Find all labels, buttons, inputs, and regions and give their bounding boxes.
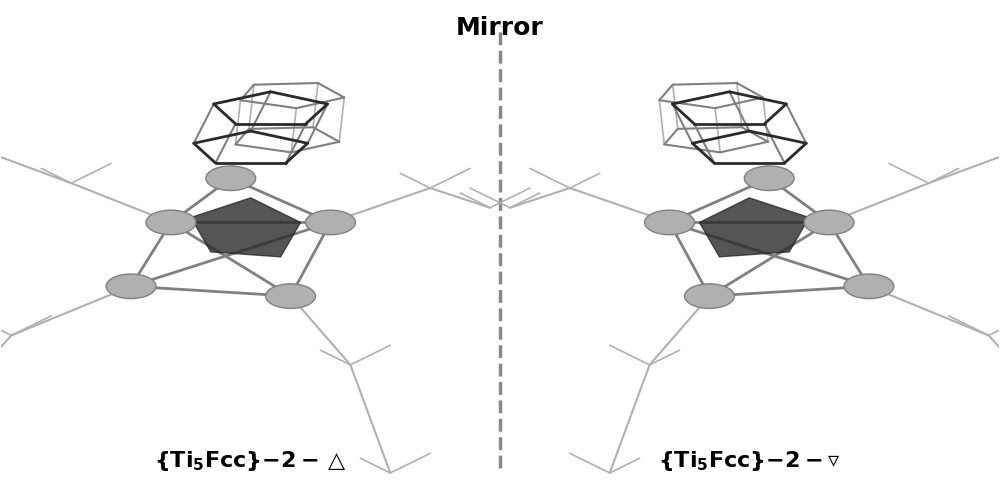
Circle shape <box>844 274 894 298</box>
Circle shape <box>266 284 316 308</box>
Text: $\mathbf{\{Ti_5Fcc\}}\mathbf{-2-}$$\mathbf{\triangle}$: $\mathbf{\{Ti_5Fcc\}}\mathbf{-2-}$$\math… <box>154 449 347 473</box>
Text: $\mathbf{\{Ti_5Fcc\}}\mathbf{-2-}$$\mathbf{\triangledown}$: $\mathbf{\{Ti_5Fcc\}}\mathbf{-2-}$$\math… <box>658 449 840 473</box>
Polygon shape <box>699 198 809 257</box>
Circle shape <box>645 210 694 235</box>
Circle shape <box>684 284 734 308</box>
Circle shape <box>106 274 156 298</box>
Polygon shape <box>191 198 301 257</box>
Circle shape <box>306 210 355 235</box>
Circle shape <box>146 210 196 235</box>
Circle shape <box>206 166 256 191</box>
Text: Mirror: Mirror <box>456 16 544 40</box>
Circle shape <box>744 166 794 191</box>
Circle shape <box>804 210 854 235</box>
